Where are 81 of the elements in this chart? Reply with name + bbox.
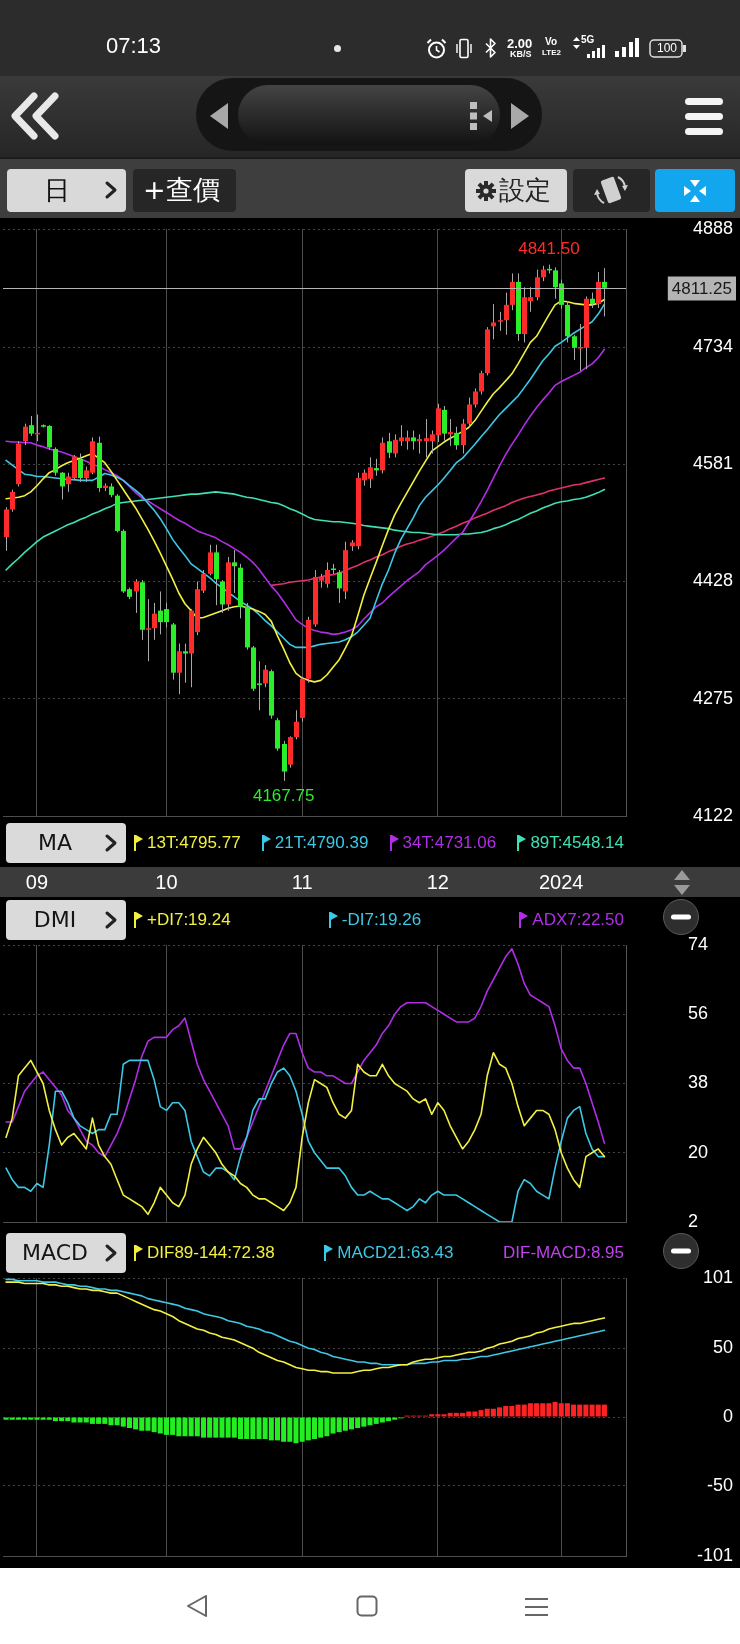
candlestick: [23, 423, 28, 446]
candlestick: [60, 471, 65, 501]
text: +查價: [143, 174, 220, 205]
text: 5G: [581, 34, 595, 45]
text: 日: [44, 175, 70, 205]
y-tick-label: 4428: [692, 570, 733, 591]
candlestick: [461, 418, 466, 455]
candlestick: [146, 598, 151, 662]
legend-title: DMI: [32, 907, 78, 932]
candlestick: [152, 602, 157, 641]
candlestick: [337, 569, 342, 604]
legend-label: 13T:4795.77: [147, 833, 241, 853]
x-tick-label: 10: [155, 870, 178, 893]
y-tick-label: 4275: [692, 687, 733, 708]
candlestick: [572, 334, 577, 361]
y-tick-label: 0: [722, 1405, 733, 1426]
annotation: 4167.75: [252, 786, 315, 806]
y-tick-label: 38: [688, 1072, 709, 1093]
candlestick: [479, 370, 484, 396]
y-tick-label: 4888: [692, 217, 733, 238]
text: Vo: [545, 36, 558, 47]
x-tick-label: 12: [426, 870, 449, 893]
dropdown-button: MA: [6, 823, 126, 863]
candlestick: [417, 433, 422, 455]
x-tick-label: 09: [25, 870, 49, 893]
legend-title: MACD: [21, 1240, 89, 1265]
y-tick-label: 101: [702, 1266, 733, 1287]
candlestick: [448, 418, 453, 447]
text: 設定: [499, 175, 551, 205]
y-tick-label: 20: [688, 1141, 709, 1162]
y-tick-label: 2: [688, 1210, 699, 1231]
legend-label: 21T:4790.39: [274, 833, 369, 853]
ref-line-label: 4811.25: [671, 279, 733, 299]
candlestick: [177, 643, 182, 695]
candlestick: [183, 643, 188, 684]
candlestick: [504, 292, 509, 336]
y-tick-label: -50: [706, 1474, 733, 1495]
candlestick: [134, 578, 139, 614]
candlestick: [53, 446, 58, 477]
legend-label: MACD21:63.43: [337, 1243, 454, 1263]
y-tick-label: 74: [688, 933, 709, 954]
candlestick: [220, 579, 225, 614]
y-tick-label: 4122: [692, 804, 733, 825]
y-tick-label: 50: [712, 1337, 733, 1358]
y-tick-label: 4581: [692, 453, 733, 474]
candlestick: [473, 387, 478, 409]
candlestick: [442, 405, 447, 441]
text: 07:13: [106, 33, 162, 58]
candlestick: [78, 453, 83, 483]
candlestick: [232, 549, 237, 594]
y-tick-label: 4734: [692, 335, 733, 356]
legend-label: +DI7:19.24: [147, 910, 231, 930]
legend-label: DIF89-144:72.38: [147, 1243, 275, 1263]
candlestick: [498, 311, 503, 332]
annotation: 4841.50: [518, 238, 580, 258]
text: KB/S: [510, 49, 532, 59]
legend-label: ADX7:22.50: [532, 910, 624, 930]
y-tick-label: -101: [696, 1544, 733, 1565]
legend-label: -DI7:19.26: [341, 910, 422, 930]
text: LTE2: [542, 48, 561, 57]
dropdown-button: MACD: [6, 1233, 126, 1273]
candlestick: [208, 544, 213, 576]
dropdown-button: DMI: [6, 900, 126, 940]
candlestick: [411, 430, 416, 451]
candlestick: [454, 426, 459, 451]
x-tick-label: 11: [291, 870, 313, 893]
legend-label: 34T:4731.06: [402, 833, 497, 853]
candlestick: [491, 303, 496, 340]
candlestick: [29, 415, 34, 437]
candlestick: [387, 432, 392, 459]
candlestick: [263, 664, 268, 688]
text: 100: [651, 41, 683, 55]
text: 2.00: [507, 36, 533, 51]
candlestick: [294, 709, 299, 740]
candlestick: [10, 489, 15, 513]
text: DIF-MACD:8.95: [503, 1243, 624, 1263]
legend-label: 89T:4548.14: [530, 833, 624, 853]
x-tick-label: 2024: [538, 870, 584, 893]
legend-title: MA: [37, 830, 73, 855]
y-tick-label: 56: [688, 1003, 709, 1024]
candlestick: [467, 397, 472, 428]
